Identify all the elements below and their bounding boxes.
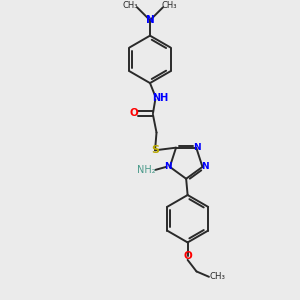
Text: N: N <box>201 162 209 171</box>
Text: CH₃: CH₃ <box>210 272 226 281</box>
Text: NH: NH <box>152 93 168 103</box>
Text: O: O <box>129 108 138 118</box>
Text: CH₃: CH₃ <box>162 1 177 10</box>
Text: N: N <box>146 15 154 25</box>
Text: O: O <box>183 251 192 261</box>
Text: CH₃: CH₃ <box>123 1 138 10</box>
Text: N: N <box>194 142 201 152</box>
Text: S: S <box>151 145 159 155</box>
Text: NH₂: NH₂ <box>137 165 156 175</box>
Text: N: N <box>164 162 172 171</box>
